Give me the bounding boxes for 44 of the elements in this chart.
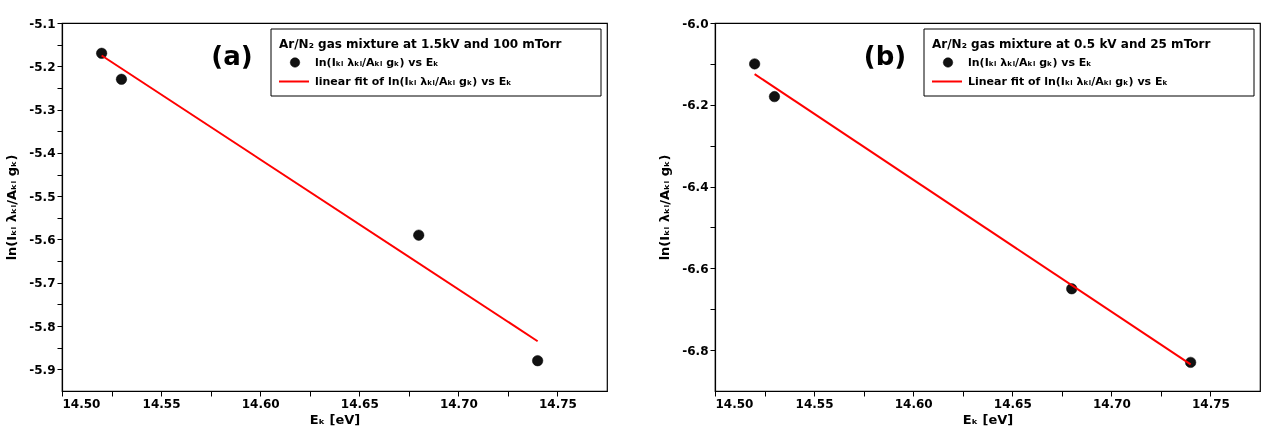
x-tick-label: 14.70 bbox=[1092, 396, 1131, 411]
x-tick-label: 14.75 bbox=[538, 396, 577, 411]
y-tick-label: -6.8 bbox=[682, 343, 709, 358]
legend-label: linear fit of ln(Iₖᵢ λₖᵢ/Aₖᵢ gₖ) vs Eₖ bbox=[315, 74, 512, 88]
y-tick-label: -6.6 bbox=[682, 261, 709, 276]
x-tick-label: 14.65 bbox=[340, 396, 379, 411]
legend-label: ln(Iₖᵢ λₖᵢ/Aₖᵢ gₖ) vs Eₖ bbox=[315, 55, 439, 69]
y-tick-label: -5.7 bbox=[29, 276, 56, 291]
y-axis-title: ln(Iₖᵢ λₖᵢ/Aₖᵢ gₖ) bbox=[4, 154, 20, 261]
x-tick-label: 14.50 bbox=[62, 396, 101, 411]
legend-title: Ar/N₂ gas mixture at 0.5 kV and 25 mTorr bbox=[932, 36, 1211, 51]
y-tick-label: -5.1 bbox=[29, 16, 56, 31]
y-tick-label: -6.2 bbox=[682, 98, 709, 113]
point bbox=[96, 47, 108, 59]
x-tick-label: 14.70 bbox=[439, 396, 478, 411]
point bbox=[115, 73, 127, 85]
legend-label: ln(Iₖᵢ λₖᵢ/Aₖᵢ gₖ) vs Eₖ bbox=[968, 55, 1092, 69]
x-tick-label: 14.65 bbox=[993, 396, 1032, 411]
x-tick-label: 14.75 bbox=[1191, 396, 1230, 411]
annotation: (a) bbox=[211, 41, 253, 71]
y-tick-label: -6.0 bbox=[682, 16, 709, 31]
y-axis-title: ln(Iₖᵢ λₖᵢ/Aₖᵢ gₖ) bbox=[657, 154, 673, 261]
legend-title: Ar/N₂ gas mixture at 1.5kV and 100 mTorr bbox=[279, 36, 562, 51]
point bbox=[413, 229, 425, 241]
y-tick-label: -5.2 bbox=[29, 59, 56, 74]
y-tick-label: -5.6 bbox=[29, 232, 56, 247]
point bbox=[532, 355, 544, 367]
point bbox=[749, 58, 761, 70]
x-tick-label: 14.60 bbox=[894, 396, 933, 411]
annotation: (b) bbox=[863, 41, 907, 71]
y-tick-label: -5.5 bbox=[29, 189, 56, 204]
x-axis-title: Eₖ [eV] bbox=[962, 411, 1014, 427]
x-tick-label: 14.60 bbox=[241, 396, 280, 411]
point bbox=[768, 91, 780, 103]
y-tick-label: -5.8 bbox=[29, 319, 56, 334]
legend-label: Linear fit of ln(Iₖᵢ λₖᵢ/Aₖᵢ gₖ) vs Eₖ bbox=[968, 74, 1168, 88]
x-tick-label: 14.50 bbox=[715, 396, 754, 411]
x-tick-label: 14.55 bbox=[795, 396, 834, 411]
x-tick-label: 14.55 bbox=[142, 396, 181, 411]
y-tick-label: -6.4 bbox=[682, 180, 709, 195]
x-axis-title: Eₖ [eV] bbox=[309, 411, 361, 427]
y-tick-label: -5.9 bbox=[29, 362, 56, 377]
y-tick-label: -5.4 bbox=[29, 146, 56, 161]
y-tick-label: -5.3 bbox=[29, 103, 56, 118]
